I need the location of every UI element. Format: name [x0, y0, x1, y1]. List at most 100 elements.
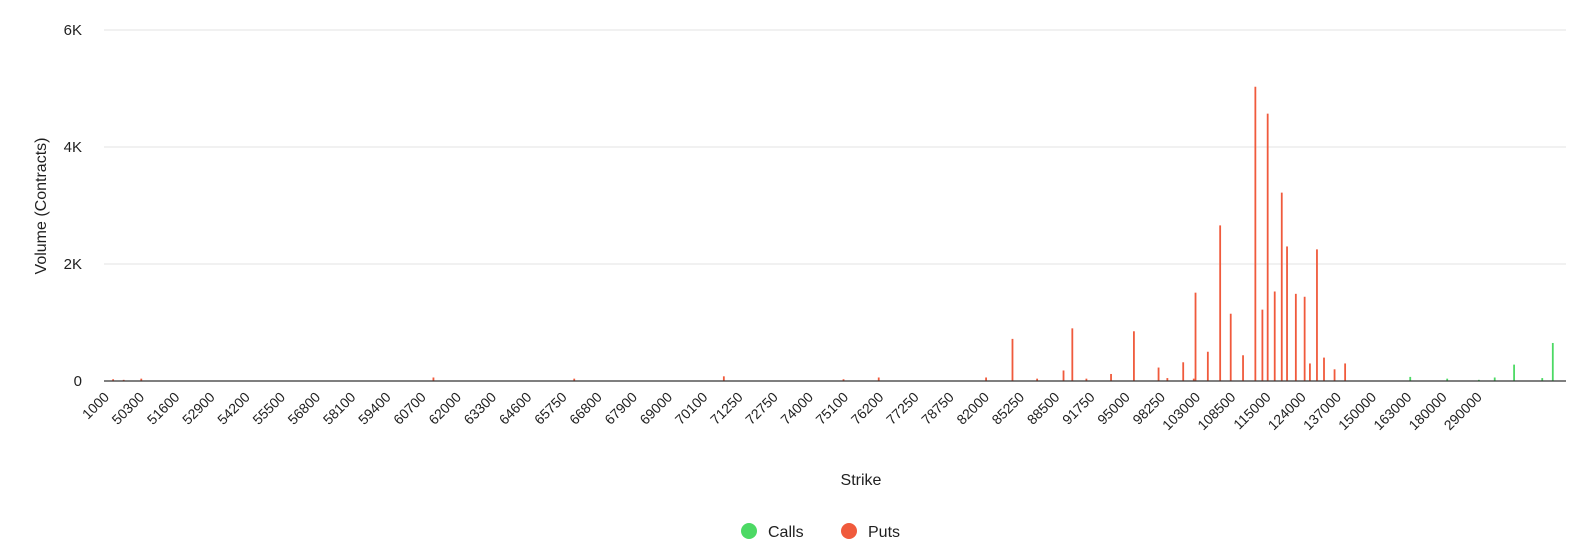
x-tick-label: 72750 [742, 389, 781, 428]
x-tick-label: 64600 [496, 389, 535, 428]
bar-calls[interactable] [1551, 342, 1554, 381]
bar-puts[interactable] [112, 379, 115, 381]
bar-puts[interactable] [1261, 309, 1264, 381]
bar-calls[interactable] [1409, 376, 1412, 381]
bar-puts[interactable] [1182, 362, 1185, 381]
x-tick-label: 124000 [1265, 389, 1309, 433]
bar-puts[interactable] [432, 377, 435, 381]
bar-puts[interactable] [1303, 296, 1306, 381]
bar-puts[interactable] [1266, 113, 1269, 381]
legend-item-puts[interactable]: Puts [841, 523, 900, 541]
bar-puts[interactable] [1071, 328, 1074, 381]
x-tick-label: 108500 [1194, 389, 1238, 433]
x-tick-label: 65750 [531, 389, 570, 428]
legend-calls-marker [741, 523, 757, 539]
bar-calls[interactable] [1493, 377, 1496, 381]
x-tick-label: 74000 [777, 389, 816, 428]
x-tick-label: 59400 [355, 389, 394, 428]
bar-puts[interactable] [1294, 293, 1297, 381]
x-tick-label: 55500 [249, 389, 288, 428]
legend-puts-label: Puts [868, 524, 900, 541]
x-tick-label: 63300 [460, 389, 499, 428]
y-tick-label: 0 [74, 373, 82, 390]
x-tick-label: 290000 [1441, 389, 1485, 433]
x-tick-label: 1000 [79, 389, 112, 422]
bar-puts[interactable] [1011, 338, 1014, 381]
x-tick-label: 180000 [1405, 389, 1449, 433]
bar-puts[interactable] [573, 378, 576, 381]
legend: Calls Puts [741, 523, 900, 541]
y-tick-label: 6K [64, 22, 82, 39]
y-axis-title: Volume (Contracts) [33, 138, 50, 275]
x-tick-label: 52900 [179, 389, 218, 428]
x-tick-label: 51600 [144, 389, 183, 428]
bar-puts[interactable] [1333, 369, 1336, 381]
bar-puts[interactable] [1219, 225, 1222, 381]
y-tick-labels: 0 2K 4K 6K [64, 22, 82, 390]
bar-puts[interactable] [140, 378, 143, 381]
legend-puts-marker [841, 523, 857, 539]
bar-puts[interactable] [1286, 246, 1288, 381]
bar-puts[interactable] [1085, 378, 1088, 381]
x-tick-label: 91750 [1059, 389, 1098, 428]
bars [112, 86, 1554, 382]
bar-puts[interactable] [1110, 373, 1112, 381]
series-puts [112, 86, 1347, 382]
x-tick-label: 69000 [636, 389, 675, 428]
x-tick-label: 66800 [566, 389, 605, 428]
x-tick-label: 71250 [707, 389, 746, 428]
bar-puts[interactable] [1206, 351, 1209, 381]
bar-puts[interactable] [1242, 355, 1244, 381]
x-tick-label: 85250 [988, 389, 1027, 428]
bar-calls[interactable] [1541, 378, 1544, 381]
x-tick-label: 95000 [1094, 389, 1133, 428]
bar-puts[interactable] [1194, 292, 1197, 381]
bar-puts[interactable] [1062, 370, 1065, 381]
x-tick-labels: 1000503005160052900542005550056800581005… [79, 389, 1485, 433]
legend-item-calls[interactable]: Calls [741, 523, 804, 541]
x-tick-label: 62000 [425, 389, 464, 428]
x-tick-label: 67900 [601, 389, 640, 428]
bar-puts[interactable] [1316, 249, 1318, 381]
series-calls [1409, 342, 1554, 381]
bar-puts[interactable] [1166, 378, 1169, 381]
x-tick-label: 82000 [953, 389, 992, 428]
bar-puts[interactable] [1157, 367, 1160, 381]
bar-puts[interactable] [1133, 331, 1135, 381]
bar-puts[interactable] [1344, 363, 1347, 381]
x-tick-label: 70100 [672, 389, 711, 428]
bar-puts[interactable] [985, 377, 987, 381]
x-tick-label: 103000 [1159, 389, 1203, 433]
legend-calls-label: Calls [768, 524, 804, 541]
x-tick-label: 76200 [848, 389, 887, 428]
y-tick-label: 2K [64, 256, 82, 273]
bar-puts[interactable] [842, 379, 845, 381]
grid-lines [104, 29, 1566, 265]
bar-puts[interactable] [1036, 378, 1039, 381]
x-tick-label: 78750 [918, 389, 957, 428]
bar-puts[interactable] [1229, 313, 1232, 381]
bar-calls[interactable] [1513, 364, 1515, 381]
x-tick-label: 58100 [320, 389, 359, 428]
x-tick-label: 56800 [284, 389, 323, 428]
bar-calls[interactable] [1446, 378, 1449, 381]
bar-puts[interactable] [877, 377, 880, 381]
y-tick-label: 4K [64, 139, 82, 156]
bar-puts[interactable] [1323, 357, 1325, 381]
x-tick-label: 50300 [108, 389, 147, 428]
x-tick-label: 77250 [883, 389, 922, 428]
bar-puts[interactable] [722, 376, 725, 381]
x-tick-label: 150000 [1335, 389, 1379, 433]
bar-puts[interactable] [1192, 378, 1195, 381]
bar-puts[interactable] [1273, 291, 1276, 381]
x-tick-label: 75100 [812, 389, 851, 428]
x-tick-label: 60700 [390, 389, 429, 428]
x-tick-label: 88500 [1024, 389, 1063, 428]
x-tick-label: 163000 [1370, 389, 1414, 433]
x-tick-label: 54200 [214, 389, 253, 428]
x-axis-title: Strike [841, 472, 882, 489]
bar-puts[interactable] [1280, 192, 1283, 381]
bar-puts[interactable] [1254, 86, 1257, 382]
bar-puts[interactable] [1309, 363, 1311, 381]
